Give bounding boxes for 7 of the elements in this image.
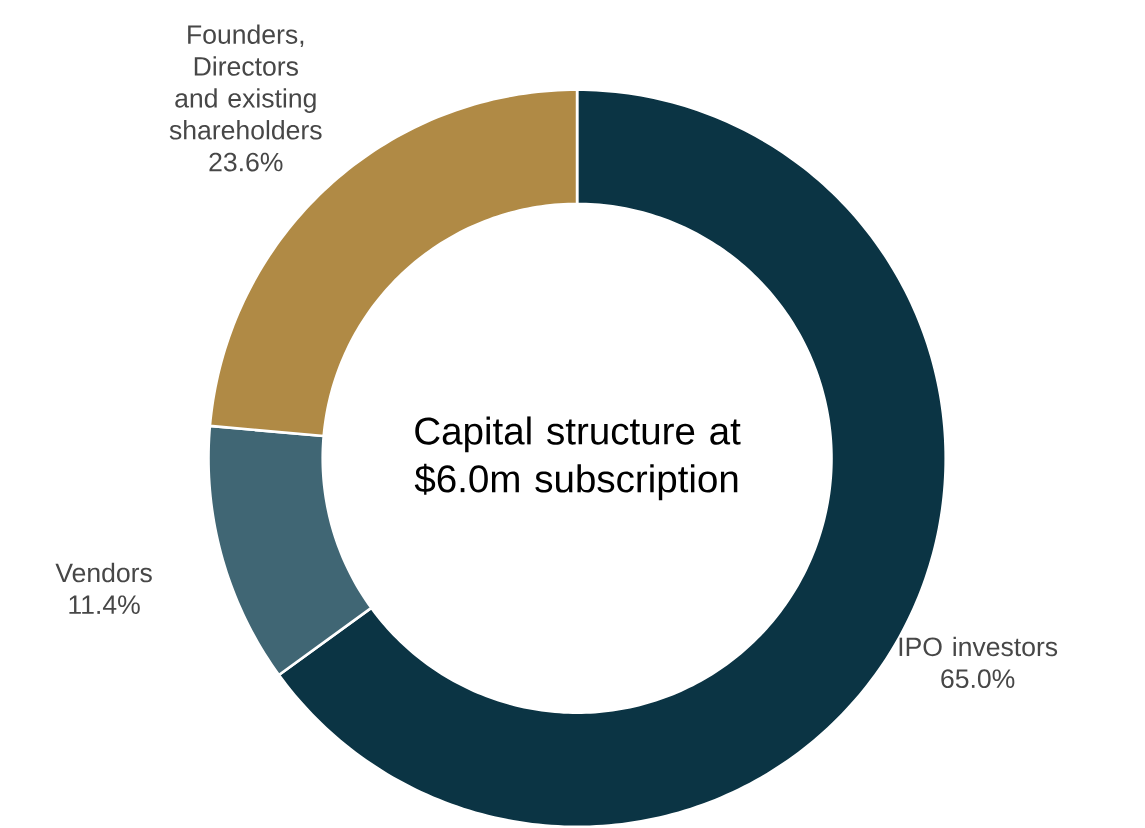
data-label: 65.0% (941, 669, 1015, 688)
slice-label: IPO investors (899, 636, 1058, 657)
data-label: 23.6% (209, 152, 283, 172)
text: Capital structure at $6.0m subscription (414, 416, 741, 501)
data-label: 11.4% (69, 595, 140, 614)
slice-label: Founders, Directors and existing shareholders (169, 24, 322, 140)
slice-label: Vendors (55, 562, 152, 583)
